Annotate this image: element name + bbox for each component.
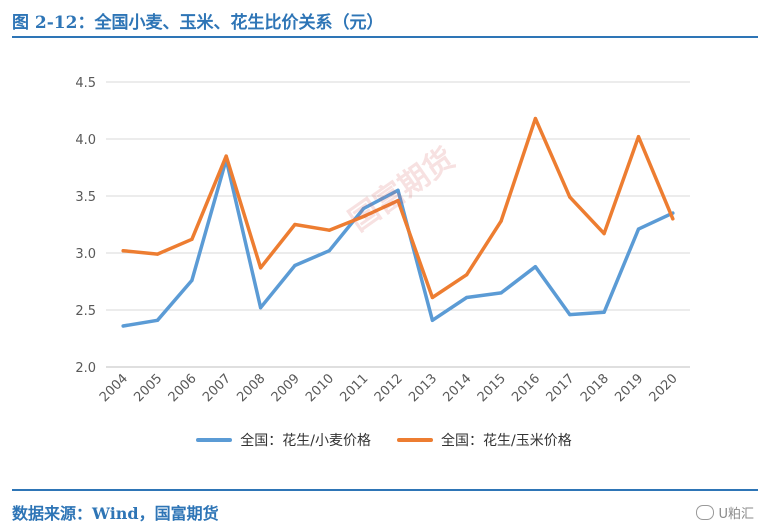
legend-swatch-wheat — [196, 438, 233, 442]
x-tick-label: 2010 — [303, 371, 337, 405]
data-point — [499, 291, 503, 295]
x-tick-label: 2009 — [269, 371, 303, 405]
data-point — [602, 232, 606, 236]
legend-label-wheat: 全国：花生/小麦价格 — [240, 433, 371, 449]
x-tick-label: 2020 — [647, 371, 681, 405]
data-point — [533, 116, 538, 121]
source-rule — [12, 489, 758, 491]
data-point — [362, 214, 366, 219]
data-point — [499, 219, 503, 223]
data-point — [396, 188, 400, 192]
legend-label-corn: 全国：花生/玉米价格 — [441, 433, 572, 449]
x-tick-label: 2007 — [200, 371, 234, 405]
data-point — [430, 295, 434, 300]
data-point — [121, 324, 125, 328]
data-point — [430, 318, 434, 322]
y-tick-label: 4.0 — [75, 133, 96, 148]
x-tick-label: 2006 — [166, 371, 200, 405]
x-tick-label: 2019 — [612, 371, 646, 405]
data-point — [636, 227, 641, 231]
x-tick-label: 2018 — [578, 371, 612, 405]
x-tick-label: 2005 — [131, 371, 165, 405]
data-point — [155, 252, 160, 256]
data-source: 数据来源：Wind，国富期货 — [12, 504, 219, 523]
x-tick-label: 2011 — [337, 371, 371, 405]
x-tick-label: 2017 — [544, 371, 578, 405]
data-point — [155, 318, 160, 322]
legend-item-corn: 全国：花生/玉米价格 — [397, 430, 572, 450]
data-point — [636, 135, 641, 139]
x-tick-label: 2016 — [509, 371, 543, 405]
x-tick-label: 2004 — [97, 371, 131, 405]
data-point — [190, 237, 194, 241]
y-tick-label: 4.5 — [75, 76, 96, 91]
data-point — [293, 222, 297, 227]
data-point — [396, 199, 400, 203]
legend-item-wheat: 全国：花生/小麦价格 — [196, 430, 371, 450]
data-point — [327, 228, 331, 232]
figure-title: 图 2-12：全国小麦、玉米、花生比价关系（元） — [12, 13, 384, 33]
x-tick-label: 2008 — [234, 371, 268, 405]
y-tick-label: 2.0 — [75, 361, 96, 376]
x-tick-label: 2013 — [406, 371, 440, 405]
y-tick-label: 3.5 — [75, 190, 96, 205]
data-point — [293, 263, 297, 268]
data-point — [327, 249, 331, 253]
x-tick-label: 2015 — [475, 371, 509, 405]
data-point — [602, 310, 606, 314]
x-tick-label: 2014 — [441, 371, 475, 405]
chart-legend: 全国：花生/小麦价格 全国：花生/玉米价格 — [0, 430, 768, 450]
brand-badge: U粕汇 — [696, 503, 754, 522]
data-point — [121, 249, 125, 253]
data-point — [465, 273, 469, 277]
title-rule — [12, 36, 758, 38]
data-point — [259, 266, 263, 270]
data-point — [259, 306, 263, 310]
data-point — [362, 206, 366, 211]
data-point — [568, 195, 572, 199]
chat-bubble-icon — [696, 505, 715, 520]
data-point — [224, 154, 228, 158]
data-point — [671, 217, 675, 221]
y-tick-label: 2.5 — [75, 304, 96, 319]
x-tick-label: 2012 — [372, 371, 406, 405]
y-tick-label: 3.0 — [75, 247, 96, 262]
data-point — [190, 278, 194, 282]
data-point — [533, 265, 538, 269]
brand-label: U粕汇 — [718, 507, 754, 522]
legend-swatch-corn — [397, 438, 433, 442]
data-point — [568, 313, 572, 317]
data-point — [465, 295, 469, 300]
